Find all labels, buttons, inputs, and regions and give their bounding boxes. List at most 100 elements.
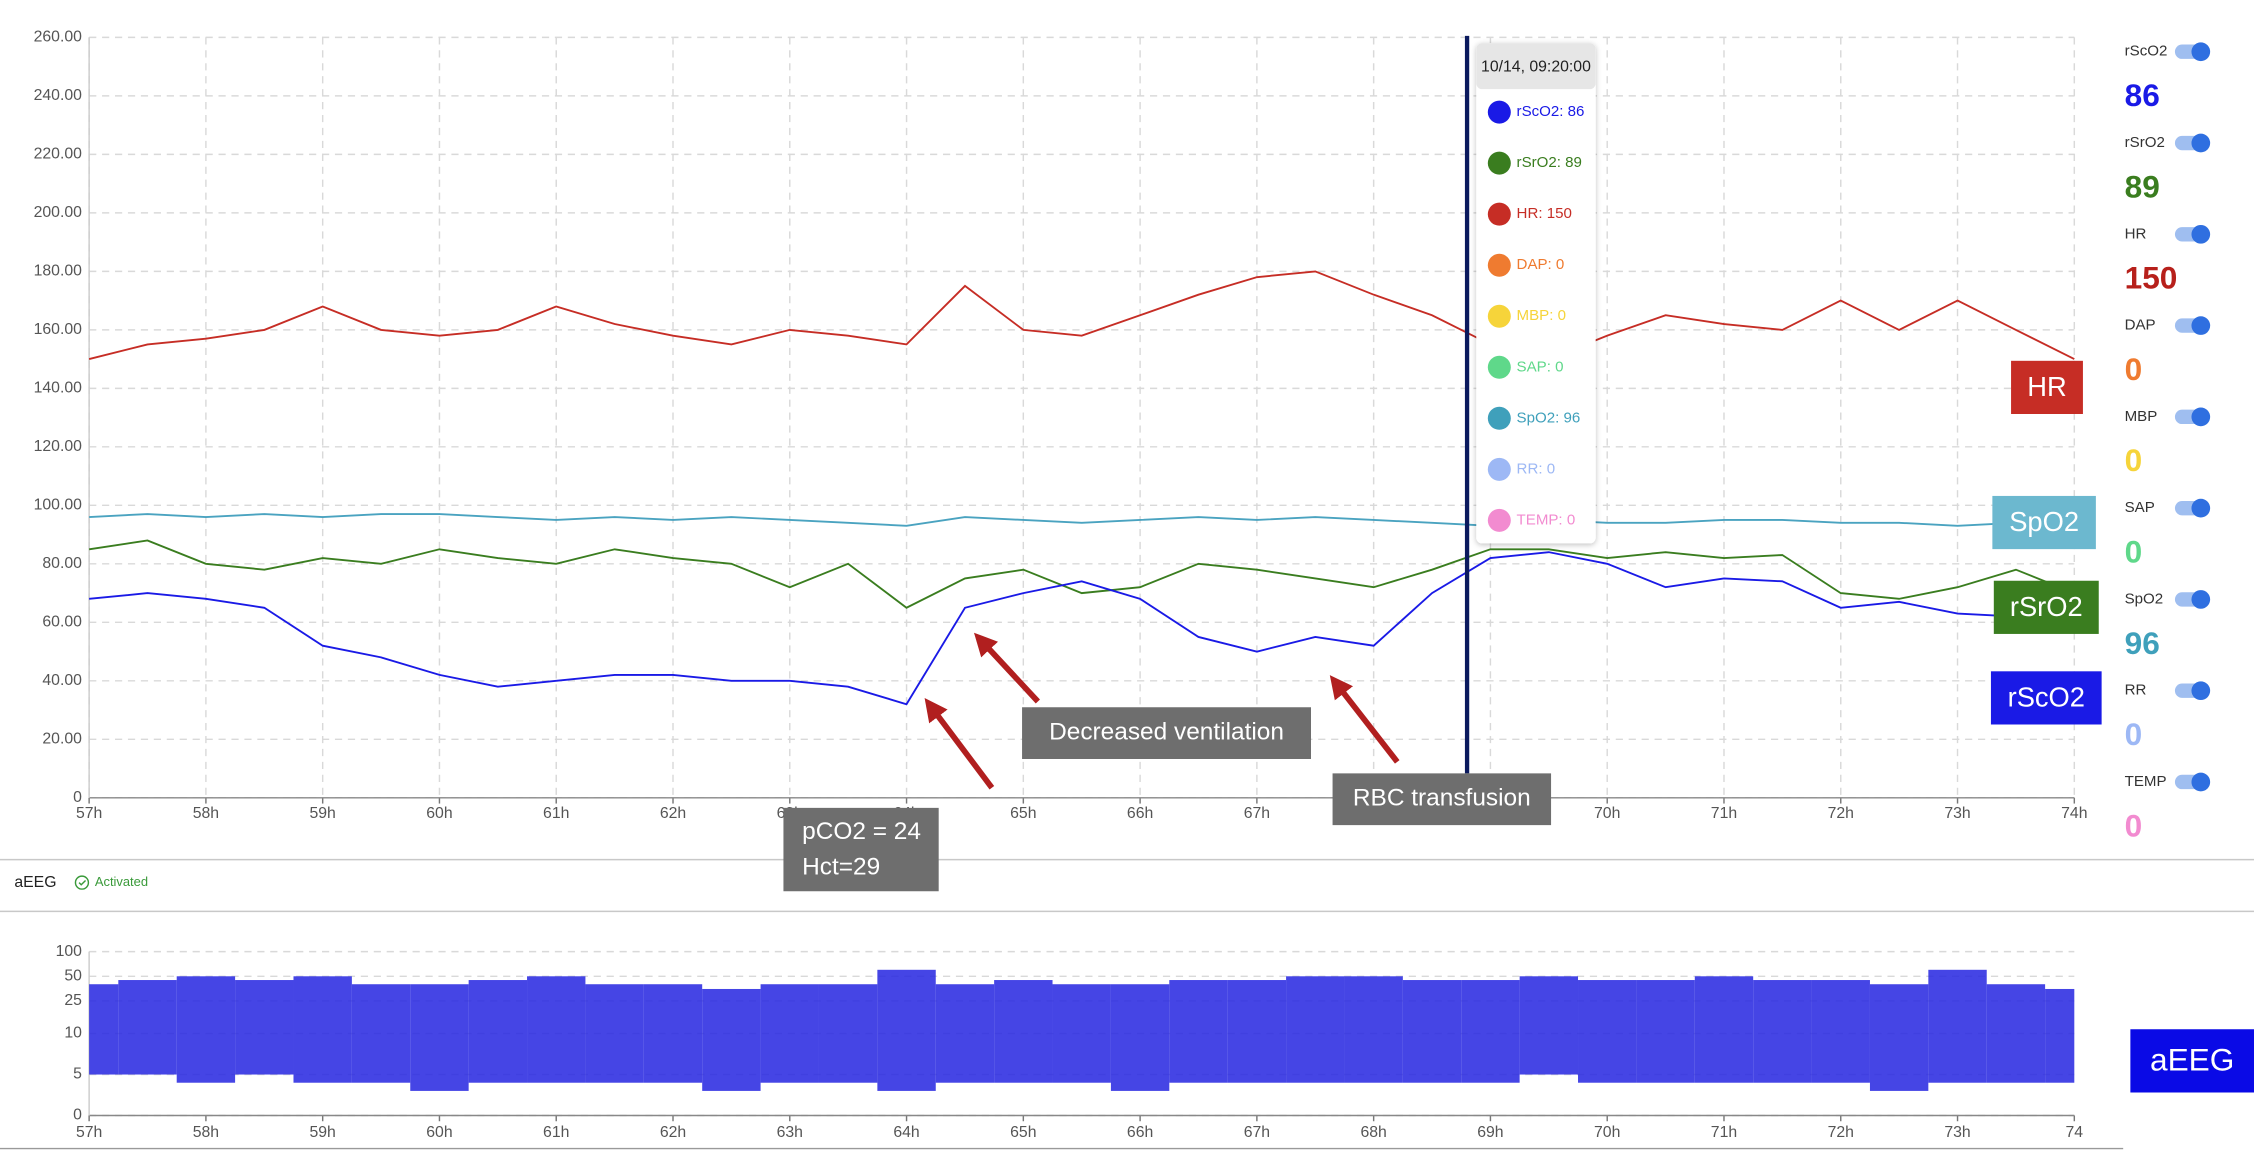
x-tick-label: 73h <box>1944 805 1970 822</box>
x-tick-label: 62h <box>660 1124 686 1141</box>
annotation-text: RBC transfusion <box>1353 785 1531 812</box>
x-tick-label: 66h <box>1127 1124 1153 1141</box>
tooltip-dot <box>1487 355 1511 379</box>
x-tick-label: 70h <box>1594 1124 1620 1141</box>
aeeg-band <box>527 976 586 1083</box>
annotation-text: Decreased ventilation <box>1049 719 1284 746</box>
aeeg-band <box>1869 984 1929 1091</box>
series-label-box <box>1992 495 2096 550</box>
y-tick-label: 5 <box>73 1066 82 1083</box>
sidebar-name: HR <box>2125 225 2147 242</box>
aeeg-band <box>1344 976 1403 1083</box>
sidebar-value: 150 <box>2125 260 2178 296</box>
toggle-knob[interactable] <box>2191 133 2211 153</box>
sidebar-name: RR <box>2125 682 2147 699</box>
sidebar-value: 89 <box>2125 168 2160 204</box>
tooltip-item: MBP: 0 <box>1517 307 1566 324</box>
aeeg-band <box>89 984 119 1075</box>
aeeg-band <box>176 976 236 1083</box>
x-tick-label: 73h <box>1944 1124 1970 1141</box>
x-tick-label: 71h <box>1711 1124 1737 1141</box>
aeeg-band <box>1227 980 1287 1083</box>
x-tick-label: 58h <box>193 805 219 822</box>
aeeg-band <box>1694 976 1754 1083</box>
tooltip-item: rScO2: 86 <box>1517 103 1585 120</box>
aeeg-band <box>818 984 878 1083</box>
toggle-knob[interactable] <box>2191 407 2211 427</box>
tooltip-dot <box>1487 508 1511 532</box>
aeeg-band <box>1110 984 1170 1091</box>
sidebar-value: 0 <box>2125 534 2143 570</box>
toggle-knob[interactable] <box>2191 590 2211 609</box>
sidebar-value: 0 <box>2125 351 2143 387</box>
annotation-arrow <box>924 698 995 790</box>
aeeg-band <box>1286 976 1345 1083</box>
tooltip-dot <box>1487 202 1511 226</box>
x-tick-label: 74h <box>2061 805 2087 822</box>
aeeg-band <box>235 980 294 1075</box>
sidebar-name: TEMP <box>2125 773 2167 790</box>
annotation-text: pCO2 = 24 <box>802 818 921 845</box>
annotation-arrow <box>973 632 1040 704</box>
x-tick-label: 67h <box>1244 1124 1270 1141</box>
tooltip-item: HR: 150 <box>1517 205 1572 222</box>
sidebar-value: 0 <box>2125 442 2143 478</box>
series-label: aEEG <box>2150 1042 2234 1078</box>
tooltip-dot <box>1487 151 1511 175</box>
aeeg-band <box>1169 980 1228 1083</box>
tooltip-dot <box>1487 406 1511 430</box>
tooltip-item: SAP: 0 <box>1517 358 1564 375</box>
series-label-box <box>2130 1029 2254 1093</box>
sidebar-name: DAP <box>2125 317 2156 334</box>
aeeg-band <box>1928 969 1987 1083</box>
annotation-box <box>1022 707 1311 759</box>
y-tick-label: 180.00 <box>34 263 83 280</box>
series-line <box>88 270 2075 361</box>
toggle-knob[interactable] <box>2191 681 2211 701</box>
aeeg-band <box>877 969 936 1091</box>
sidebar-name: rSrO2 <box>2125 134 2165 151</box>
y-tick-label: 10 <box>64 1025 82 1042</box>
x-tick-label: 57h <box>76 1124 102 1141</box>
x-tick-label: 72h <box>1828 805 1854 822</box>
x-tick-label: 68h <box>1360 1124 1386 1141</box>
aeeg-band <box>935 984 995 1083</box>
x-tick-label: 66h <box>1127 805 1153 822</box>
x-tick-label: 61h <box>543 1124 569 1141</box>
toggle-knob[interactable] <box>2191 42 2211 62</box>
toggle-knob[interactable] <box>2191 316 2211 335</box>
aeeg-band <box>351 984 411 1083</box>
aeeg-band <box>468 980 528 1083</box>
status-icon <box>74 875 90 890</box>
y-tick-label: 160.00 <box>34 321 83 338</box>
aeeg-band <box>1519 976 1579 1075</box>
annotation-arrow <box>1329 675 1400 764</box>
x-tick-label: 67h <box>1244 805 1270 822</box>
y-tick-label: 260.00 <box>34 29 83 46</box>
y-tick-label: 100.00 <box>34 497 83 514</box>
x-tick-label: 64h <box>893 1124 919 1141</box>
aeeg-band <box>1753 980 1812 1083</box>
aeeg-band <box>1402 980 1462 1083</box>
x-tick-label: 65h <box>1010 1124 1036 1141</box>
aeeg-band <box>2045 988 2075 1083</box>
x-tick-label: 57h <box>76 805 102 822</box>
annotation-box <box>1332 773 1552 826</box>
y-tick-label: 240.00 <box>34 87 83 104</box>
sidebar-value: 0 <box>2125 807 2143 843</box>
aeeg-band <box>1811 980 1870 1083</box>
y-tick-label: 40.00 <box>42 672 82 689</box>
toggle-knob[interactable] <box>2191 224 2211 244</box>
sidebar-value: 86 <box>2125 77 2160 113</box>
aeeg-band <box>1578 980 1637 1083</box>
annotation-text: Hct=29 <box>802 854 880 881</box>
toggle-knob[interactable] <box>2191 498 2211 518</box>
sidebar-name: rScO2 <box>2125 43 2168 60</box>
y-tick-label: 120.00 <box>34 438 83 455</box>
sidebar-name: SAP <box>2125 499 2155 516</box>
x-tick-label: 58h <box>193 1124 219 1141</box>
toggle-knob[interactable] <box>2191 772 2211 792</box>
x-tick-label: 69h <box>1477 1124 1503 1141</box>
x-tick-label: 61h <box>543 805 569 822</box>
